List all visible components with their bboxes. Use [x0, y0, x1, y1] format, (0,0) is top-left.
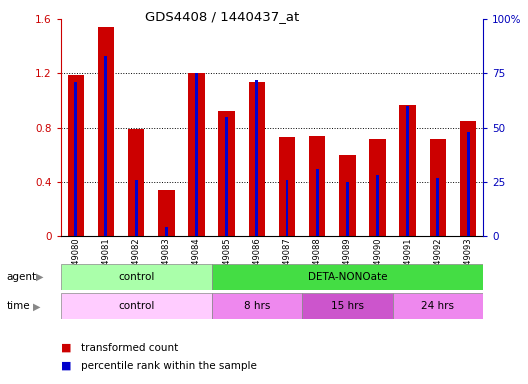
Bar: [346, 182, 349, 236]
Bar: [165, 227, 168, 236]
Bar: [195, 73, 198, 236]
Bar: [302, 293, 393, 319]
Bar: [74, 82, 77, 236]
Bar: [219, 111, 235, 236]
Bar: [309, 136, 325, 236]
Text: ■: ■: [61, 343, 71, 353]
Text: time: time: [6, 301, 30, 311]
Bar: [467, 132, 469, 236]
Text: control: control: [118, 272, 154, 282]
Bar: [105, 56, 108, 236]
Bar: [188, 73, 205, 236]
Bar: [249, 81, 265, 236]
Bar: [256, 80, 258, 236]
Text: transformed count: transformed count: [81, 343, 178, 353]
Bar: [212, 293, 302, 319]
Bar: [225, 117, 228, 236]
Bar: [393, 293, 483, 319]
Text: ▶: ▶: [36, 272, 43, 282]
Bar: [460, 121, 476, 236]
Bar: [61, 293, 212, 319]
Text: 24 hrs: 24 hrs: [421, 301, 455, 311]
Bar: [98, 27, 114, 236]
Bar: [158, 190, 175, 236]
Bar: [316, 169, 319, 236]
Bar: [436, 177, 439, 236]
Bar: [286, 180, 288, 236]
Text: 8 hrs: 8 hrs: [243, 301, 270, 311]
Bar: [406, 106, 409, 236]
Text: ▶: ▶: [33, 301, 41, 311]
Text: DETA-NONOate: DETA-NONOate: [308, 272, 387, 282]
Text: 15 hrs: 15 hrs: [331, 301, 364, 311]
Bar: [369, 139, 386, 236]
Bar: [135, 180, 138, 236]
Bar: [399, 104, 416, 236]
Bar: [68, 75, 84, 236]
Bar: [376, 175, 379, 236]
Text: percentile rank within the sample: percentile rank within the sample: [81, 361, 257, 371]
Text: GDS4408 / 1440437_at: GDS4408 / 1440437_at: [145, 10, 299, 23]
Bar: [339, 155, 356, 236]
Bar: [61, 264, 212, 290]
Bar: [430, 139, 446, 236]
Bar: [279, 137, 295, 236]
Text: agent: agent: [6, 272, 36, 282]
Bar: [212, 264, 483, 290]
Bar: [128, 129, 145, 236]
Text: ■: ■: [61, 361, 71, 371]
Text: control: control: [118, 301, 154, 311]
